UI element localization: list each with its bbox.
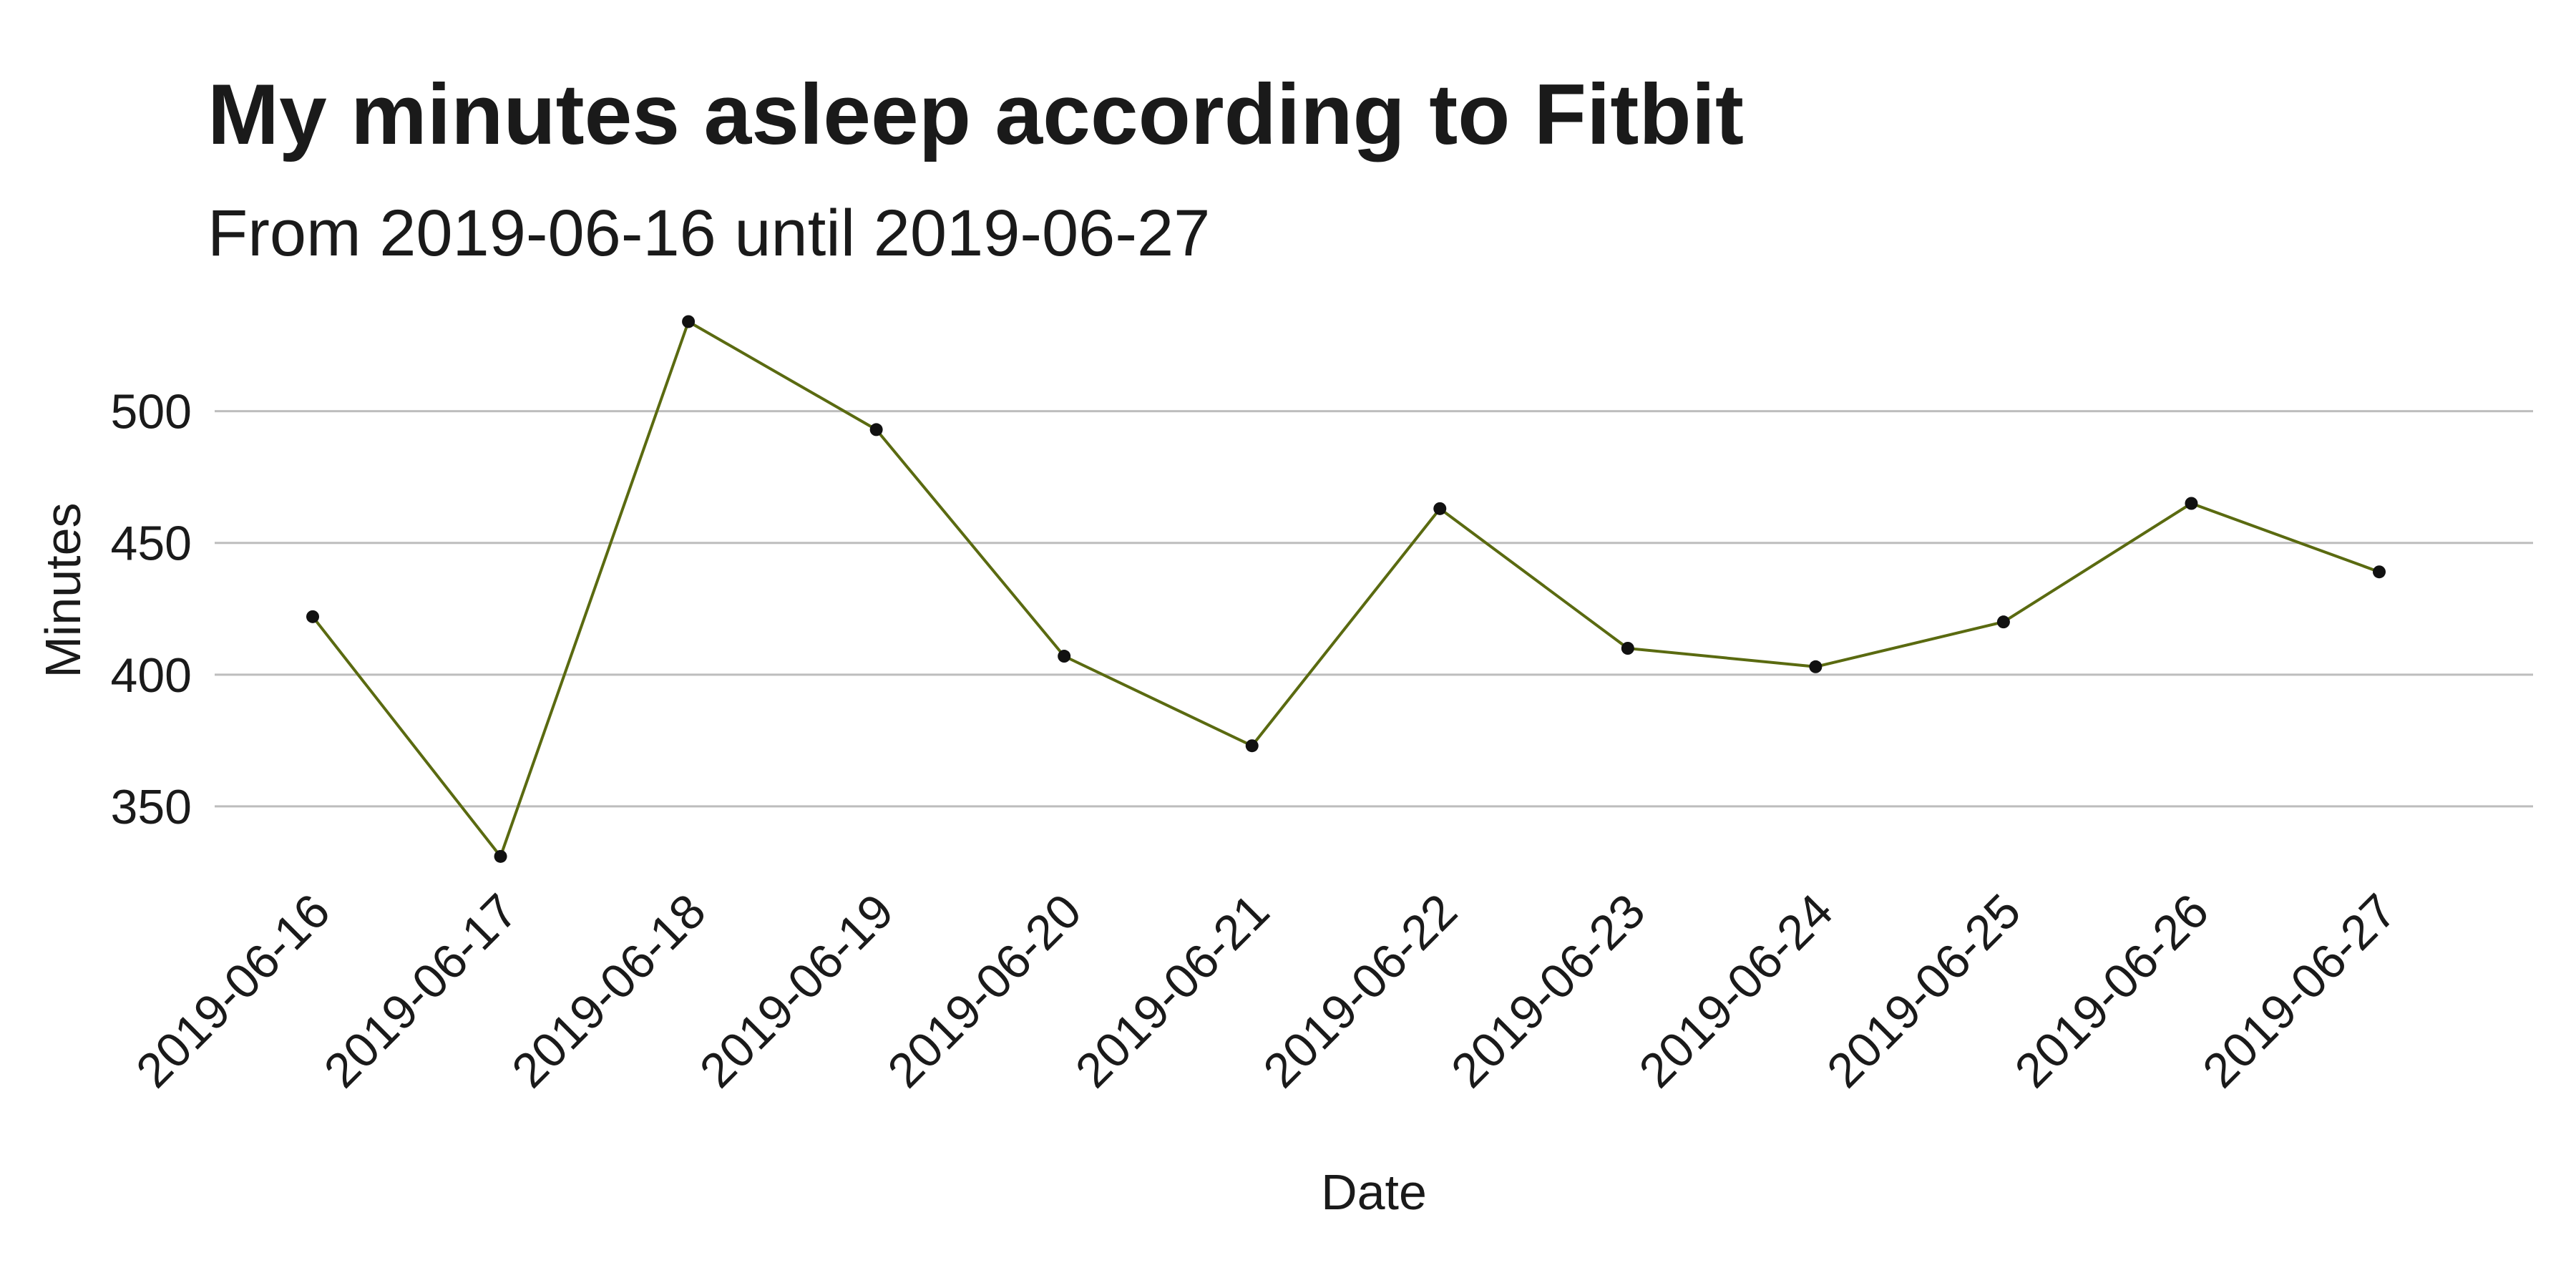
x-tick-label: 2019-06-23 xyxy=(1441,884,1656,1098)
data-point xyxy=(1058,650,1071,663)
series-layer xyxy=(306,315,2386,863)
x-tick-label: 2019-06-22 xyxy=(1253,884,1468,1098)
data-point xyxy=(682,315,696,328)
chart-title: My minutes asleep according to Fitbit xyxy=(208,67,1744,162)
data-point xyxy=(2185,497,2198,510)
data-point xyxy=(494,849,507,863)
x-tick-label: 2019-06-27 xyxy=(2192,884,2407,1098)
data-point xyxy=(306,610,319,623)
y-tick-label: 500 xyxy=(111,385,192,439)
y-tick-label: 350 xyxy=(111,780,192,834)
data-point xyxy=(1621,642,1634,655)
chart-subtitle: From 2019-06-16 until 2019-06-27 xyxy=(208,197,1211,270)
x-axis-ticks: 2019-06-162019-06-172019-06-182019-06-19… xyxy=(126,884,2407,1098)
x-tick-label: 2019-06-18 xyxy=(502,884,716,1098)
x-tick-label: 2019-06-26 xyxy=(2004,884,2219,1098)
data-point xyxy=(2373,565,2386,579)
y-tick-label: 450 xyxy=(111,517,192,571)
data-point xyxy=(1996,615,2010,629)
data-point xyxy=(1433,502,1447,515)
x-axis-title: Date xyxy=(1321,1164,1427,1220)
y-axis-ticks: 350 400 450 500 xyxy=(111,385,192,834)
x-tick-label: 2019-06-17 xyxy=(313,884,528,1098)
data-point xyxy=(869,423,883,436)
data-point xyxy=(1809,660,1823,673)
y-axis-title: Minutes xyxy=(35,502,91,678)
x-tick-label: 2019-06-21 xyxy=(1065,884,1280,1098)
x-tick-label: 2019-06-19 xyxy=(690,884,904,1098)
y-tick-label: 400 xyxy=(111,648,192,703)
data-point xyxy=(1245,739,1259,753)
x-tick-label: 2019-06-24 xyxy=(1629,884,1843,1098)
x-tick-label: 2019-06-20 xyxy=(877,884,1092,1098)
gridlines xyxy=(215,410,2533,808)
series-line xyxy=(311,320,2380,858)
x-tick-label: 2019-06-25 xyxy=(1817,884,2031,1098)
x-tick-label: 2019-06-16 xyxy=(126,884,341,1098)
